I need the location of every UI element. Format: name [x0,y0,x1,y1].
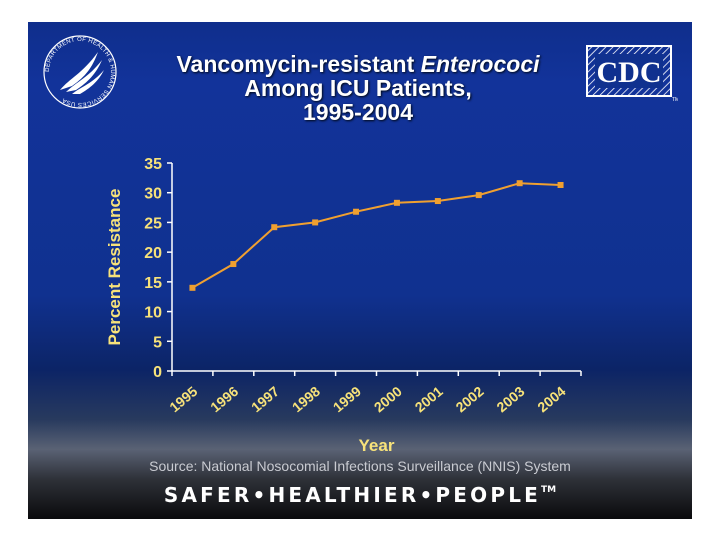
y-tick-label: 25 [144,215,162,232]
data-point [516,180,523,187]
x-tick-label: 2000 [371,383,405,415]
slide: DEPARTMENT OF HEALTH & HUMAN SERVICES US… [28,22,692,519]
tagline-trademark: TM [541,485,557,495]
x-tick-label: 1997 [248,383,282,415]
title-line3: 1995-2004 [303,99,413,125]
y-tick-label: 15 [144,275,162,292]
cdc-trademark: TM [672,97,678,103]
y-axis-label: Percent Resistance [105,189,124,346]
x-tick-label: 1999 [330,383,364,415]
x-axis-label: Year [359,436,395,455]
y-tick-label: 0 [153,364,162,381]
y-tick-label: 10 [144,305,162,322]
data-point [230,261,237,268]
data-point [434,198,441,205]
data-point [557,181,564,188]
data-point [353,208,360,215]
title-italic: Enterococi [420,51,540,77]
x-tick-label: 2004 [534,383,568,415]
title-part1: Vancomycin-resistant [176,51,421,77]
source-note: Source: National Nosocomial Infections S… [149,458,571,474]
hhs-seal-logo: DEPARTMENT OF HEALTH & HUMAN SERVICES US… [43,35,117,109]
x-tick-label: 1998 [289,383,323,415]
data-markers [189,180,564,291]
tagline-text: SAFER•HEALTHIER•PEOPLE [163,483,542,507]
y-tick-label: 35 [144,156,162,173]
chart-title: Vancomycin-resistant Enterococi Among IC… [138,52,578,124]
cdc-logo-text: CDC [597,56,662,89]
data-point [475,192,482,199]
y-tick-label: 30 [144,186,162,203]
cdc-logo: CDC TM [586,45,678,103]
data-point [189,284,196,291]
y-axis: 0 5 10 15 20 25 30 35 [144,156,172,381]
tagline: SAFER•HEALTHIER•PEOPLETM [28,483,692,507]
x-tick-label: 1996 [207,383,241,415]
title-line2: Among ICU Patients, [244,75,472,101]
data-point [271,224,278,231]
y-tick-label: 5 [153,334,162,351]
x-tick-label: 2003 [493,383,527,415]
y-tick-label: 20 [144,245,162,262]
x-tick-label: 2002 [453,383,487,415]
data-point [393,199,400,206]
x-tick-label: 1995 [166,383,200,415]
x-axis: 1995 1996 1997 1998 1999 2000 2001 2002 2003 2004 [166,371,582,415]
series-line [191,182,561,289]
x-tick-label: 2001 [412,383,446,415]
data-point [312,219,319,226]
